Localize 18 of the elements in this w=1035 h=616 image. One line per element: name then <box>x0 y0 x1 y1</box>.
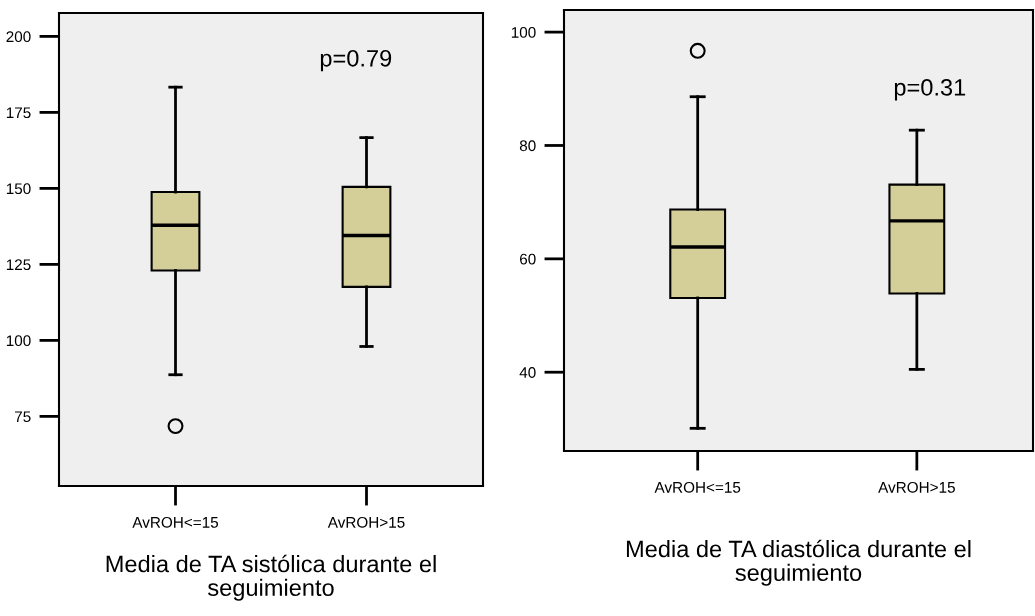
y-tick-label: 60 <box>520 253 536 265</box>
y-tick-label: 125 <box>6 259 31 271</box>
y-tick-label: 100 <box>6 335 31 347</box>
x-axis-title: Media de TA diastólica durante el seguimiento <box>626 539 971 586</box>
annotation: p=0.31 <box>894 79 966 101</box>
y-tick-label: 75 <box>15 411 31 423</box>
y-tick-label: 175 <box>6 107 31 119</box>
x-tick-label: AvROH>15 <box>878 481 955 493</box>
y-tick-label: 40 <box>519 367 536 378</box>
y-tick-label: 200 <box>6 31 31 43</box>
y-tick-label: 80 <box>519 140 536 152</box>
annotation: p=0.79 <box>320 49 392 72</box>
y-tick-label: 150 <box>6 183 31 195</box>
x-tick-label: AvROH<=15 <box>654 481 741 493</box>
y-tick-label: 100 <box>511 26 536 38</box>
x-tick-label: AvROH>15 <box>327 516 405 528</box>
x-axis-title: Media de TA sistólica durante el seguimiento <box>106 554 436 601</box>
x-tick-label: AvROH<=15 <box>132 516 219 528</box>
